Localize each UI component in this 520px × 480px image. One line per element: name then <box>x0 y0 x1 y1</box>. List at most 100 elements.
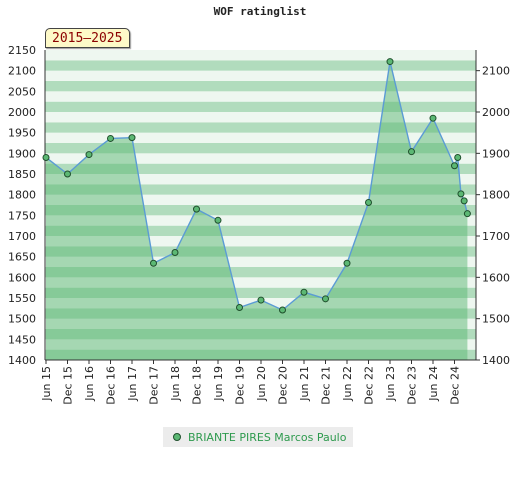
grid-band <box>45 153 476 164</box>
data-point <box>236 304 243 312</box>
data-point <box>171 249 179 257</box>
grid-band <box>45 50 476 61</box>
grid-band <box>45 225 476 236</box>
legend-label: BRIANTE PIRES Marcos Paulo <box>188 430 347 444</box>
grid-band <box>45 122 476 133</box>
grid-band <box>45 287 476 298</box>
x-tick-label: Jun 20 <box>255 366 268 402</box>
y-tick-label-left: 1600 <box>8 271 36 284</box>
x-tick-label: Dec 18 <box>191 366 204 405</box>
y-tick-label-left: 2100 <box>8 65 36 78</box>
data-point <box>64 170 71 178</box>
grid-band <box>45 70 476 81</box>
grid-band <box>45 101 476 112</box>
data-point <box>279 306 286 314</box>
data-point <box>408 148 415 156</box>
data-point <box>107 134 114 142</box>
data-point <box>193 205 200 213</box>
area-layer <box>46 61 468 360</box>
x-tick-label: Dec 24 <box>449 366 462 405</box>
grid-band <box>45 143 476 154</box>
grid-band <box>45 81 476 92</box>
legend[interactable]: BRIANTE PIRES Marcos Paulo <box>163 427 354 447</box>
x-tick-label: Jun 22 <box>341 366 354 402</box>
y-tick-label-right: 1900 <box>482 147 510 160</box>
data-point <box>85 151 93 159</box>
grid-band <box>45 60 476 71</box>
grid-band <box>45 132 476 143</box>
chart-title: WOF ratinglist <box>213 5 307 18</box>
grid-band <box>45 91 476 102</box>
grid-band <box>45 205 476 216</box>
x-tick-label: Dec 17 <box>148 366 161 405</box>
grid-band <box>45 194 476 205</box>
y-tick-label-right: 1800 <box>482 189 510 202</box>
grid-band <box>45 184 476 195</box>
ticks-layer: 1400 1450 1500 1550 1600 1650 1700 1750 1800 1850… <box>8 44 510 405</box>
data-point <box>150 259 157 267</box>
y-tick-label-left: 1550 <box>8 292 36 305</box>
y-tick-label-left: 2050 <box>8 85 36 98</box>
x-tick-label: Dec 19 <box>234 366 247 405</box>
y-tick-label-left: 2150 <box>8 44 36 57</box>
data-point <box>300 288 308 296</box>
y-tick-label-left: 1500 <box>8 313 36 326</box>
grid-band <box>45 256 476 267</box>
y-tick-label-left: 1850 <box>8 168 36 181</box>
data-point <box>322 295 329 303</box>
data-point <box>365 199 372 207</box>
grid-band <box>45 267 476 278</box>
x-tick-label: Dec 22 <box>363 366 376 405</box>
data-point <box>42 153 50 161</box>
grid-band <box>45 236 476 247</box>
x-tick-label: Jun 17 <box>126 366 139 402</box>
x-tick-label: Jun 16 <box>83 366 96 402</box>
grid-band <box>45 277 476 288</box>
y-tick-label-left: 1700 <box>8 230 36 243</box>
x-tick-label: Jun 24 <box>427 366 440 402</box>
y-tick-label-left: 1800 <box>8 189 36 202</box>
data-point <box>343 259 351 267</box>
x-tick-label: Jun 23 <box>384 366 397 402</box>
y-tick-label-right: 2000 <box>482 106 510 119</box>
grid-band <box>45 215 476 226</box>
grid-band <box>45 174 476 185</box>
x-tick-label: Jun 18 <box>169 366 182 402</box>
y-tick-label-right: 1400 <box>482 354 510 367</box>
y-tick-label-left: 1750 <box>8 209 36 222</box>
x-tick-label: Dec 21 <box>320 366 333 405</box>
data-point <box>429 114 437 122</box>
data-point <box>457 190 465 198</box>
x-tick-label: Jun 15 <box>40 366 53 402</box>
x-tick-label: Dec 23 <box>406 366 419 405</box>
series-area <box>46 61 468 360</box>
data-point <box>128 134 136 142</box>
y-tick-label-right: 1700 <box>482 230 510 243</box>
data-point <box>460 197 468 205</box>
grid-band <box>45 246 476 257</box>
x-tick-label: Dec 20 <box>277 366 290 405</box>
y-tick-label-right: 1500 <box>482 313 510 326</box>
grid-band <box>45 163 476 174</box>
y-tick-label-left: 1450 <box>8 333 36 346</box>
data-point <box>257 296 265 304</box>
y-tick-label-left: 1950 <box>8 127 36 140</box>
legend-marker <box>173 433 181 441</box>
y-tick-label-right: 1600 <box>482 271 510 284</box>
x-tick-label: Dec 16 <box>105 366 118 405</box>
data-point <box>454 153 462 161</box>
points-layer <box>42 58 471 314</box>
data-point <box>451 162 458 170</box>
x-tick-label: Dec 15 <box>62 366 75 405</box>
y-tick-label-right: 2100 <box>482 65 510 78</box>
y-tick-label-left: 1650 <box>8 251 36 264</box>
y-tick-label-left: 1400 <box>8 354 36 367</box>
period-badge: 2015–2025 <box>45 28 131 48</box>
x-tick-label: Jun 19 <box>212 366 225 402</box>
data-point <box>463 210 471 218</box>
y-tick-label-left: 2000 <box>8 106 36 119</box>
data-point <box>386 58 394 66</box>
grid-band <box>45 112 476 123</box>
y-tick-label-left: 1900 <box>8 147 36 160</box>
